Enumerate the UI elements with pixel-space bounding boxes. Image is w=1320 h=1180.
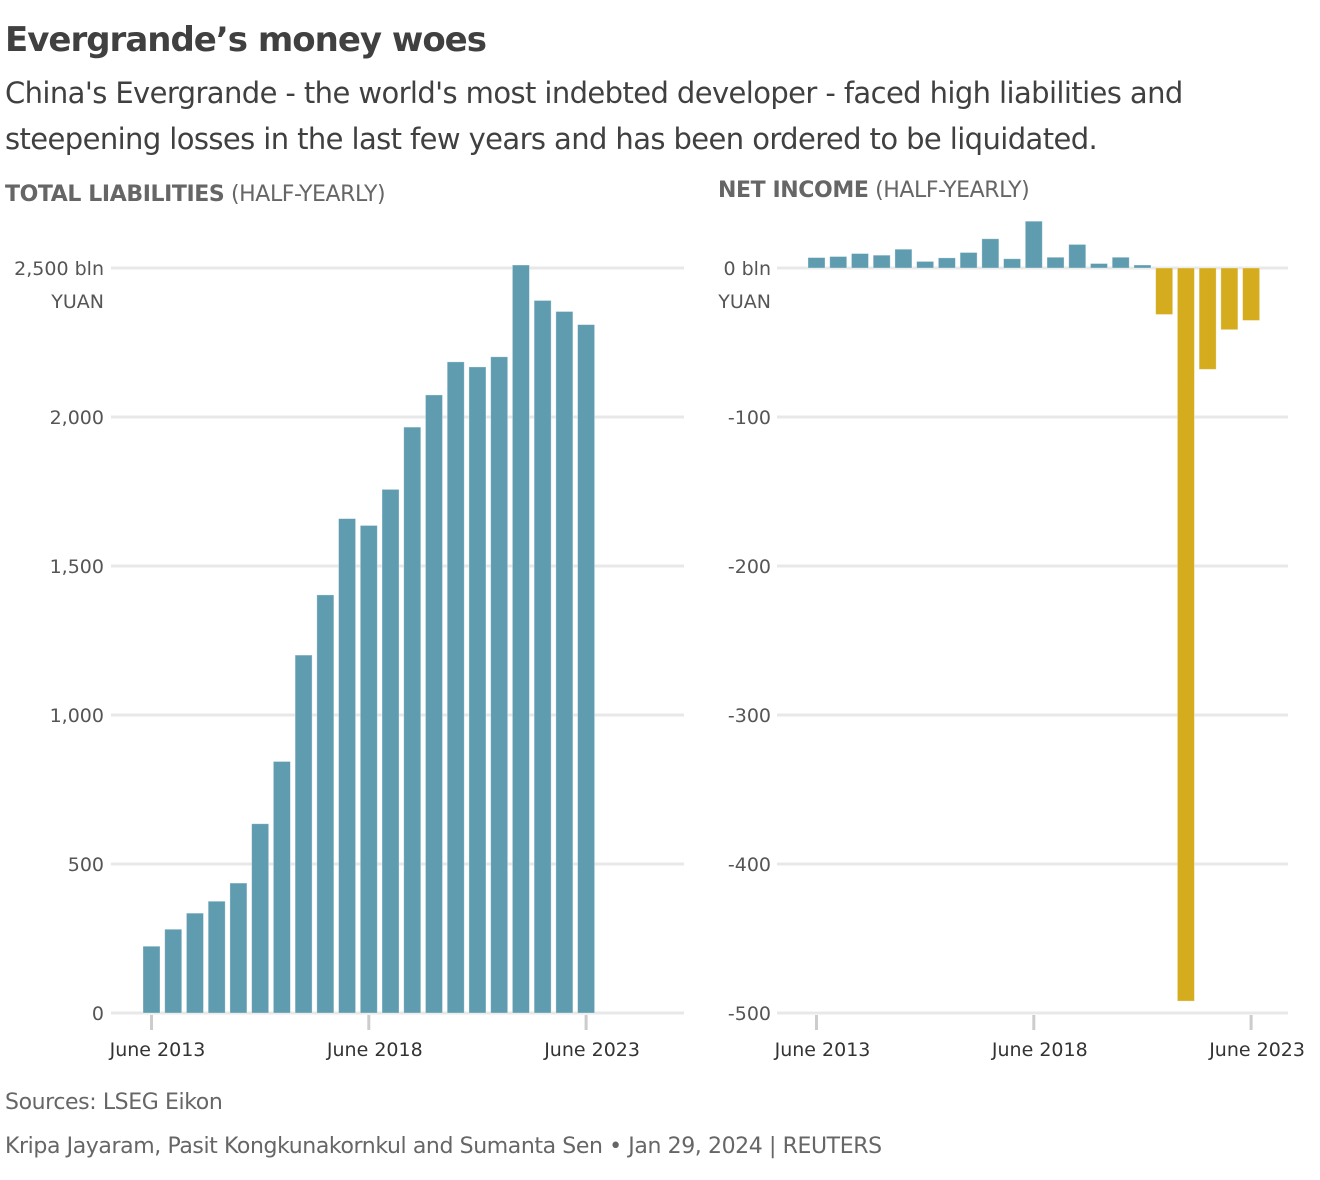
net-income-bar <box>1177 267 1195 1002</box>
net-income-bar <box>1133 264 1152 269</box>
net-income-bar <box>851 253 869 269</box>
net-income-bar <box>1024 220 1043 269</box>
net-income-y-tick-label: -100 <box>728 407 771 429</box>
liabilities-unit-label: YUAN <box>50 291 104 313</box>
liabilities-bar <box>512 264 530 1014</box>
net-income-panel-title: NET INCOME (HALF-YEARLY) <box>718 178 1030 203</box>
liabilities-y-tick-label: 500 <box>68 854 104 876</box>
net-income-x-tick-label: June 2023 <box>1208 1039 1305 1061</box>
liabilities-bar <box>446 361 465 1014</box>
liabilities-y-tick-label: 2,500 bln <box>14 258 104 280</box>
chart-title: Evergrande’s money woes <box>5 20 487 60</box>
net-income-bar <box>807 257 826 269</box>
liabilities-bar <box>577 324 595 1014</box>
net-income-x-tick-label: June 2013 <box>774 1039 871 1061</box>
net-income-bar <box>1090 263 1108 269</box>
liabilities-bar <box>403 426 422 1014</box>
net-income-bar <box>916 261 935 269</box>
net-income-bar <box>937 257 956 269</box>
liabilities-bar <box>316 594 335 1014</box>
liabilities-bar <box>425 394 443 1014</box>
net-income-bar <box>872 254 891 269</box>
net-income-bar <box>1155 267 1174 315</box>
net-income-y-tick-label: -500 <box>728 1003 771 1025</box>
liabilities-y-tick-label: 1,000 <box>50 705 104 727</box>
liabilities-bar <box>359 525 378 1014</box>
chart-subtitle: China's Evergrande - the world's most in… <box>5 76 1183 156</box>
liabilities-title-qualifier: (HALF-YEARLY) <box>224 182 386 207</box>
liabilities-bar <box>555 311 574 1014</box>
liabilities-bar <box>381 489 400 1014</box>
liabilities-x-tick-label: June 2023 <box>543 1039 640 1061</box>
net-income-bar <box>1198 267 1217 370</box>
liabilities-bar <box>142 945 161 1014</box>
liabilities-bar <box>207 900 226 1014</box>
net-income-bar <box>1111 256 1130 269</box>
net-income-unit-label: YUAN <box>717 291 771 313</box>
net-income-x-tick-label: June 2018 <box>991 1039 1088 1061</box>
liabilities-x-tick-label: June 2018 <box>326 1039 423 1061</box>
liabilities-bar <box>229 882 248 1014</box>
net-income-y-tick-label: 0 bln <box>723 258 771 280</box>
liabilities-bar <box>164 928 183 1014</box>
liabilities-bar <box>251 823 270 1014</box>
liabilities-bar <box>272 761 291 1014</box>
liabilities-chart: 0 500 1,000 1,500 2,000 2,500 bln YUAN June 201… <box>14 258 684 1061</box>
net-income-bar <box>959 252 978 269</box>
liabilities-y-tick-label: 0 <box>92 1003 104 1025</box>
liabilities-x-tick-label: June 2013 <box>109 1039 206 1061</box>
liabilities-bar <box>490 356 509 1014</box>
net-income-bar <box>1003 258 1021 269</box>
net-income-y-tick-label: -400 <box>728 854 771 876</box>
sources-note: Sources: LSEG Eikon <box>5 1090 223 1115</box>
net-income-y-tick-label: -300 <box>728 705 771 727</box>
liabilities-bar <box>468 366 487 1014</box>
liabilities-bar <box>338 518 356 1014</box>
credit-line: Kripa Jayaram, Pasit Kongkunakornkul and… <box>5 1134 882 1159</box>
liabilities-bar <box>533 300 552 1014</box>
net-income-bar <box>1220 267 1239 331</box>
net-income-title-qualifier: (HALF-YEARLY) <box>868 178 1030 203</box>
liabilities-y-tick-label: 2,000 <box>50 407 104 429</box>
net-income-bar <box>1046 256 1065 269</box>
net-income-bar <box>829 256 848 269</box>
liabilities-panel-title: TOTAL LIABILITIES (HALF-YEARLY) <box>5 182 386 207</box>
net-income-bar <box>1242 267 1260 321</box>
liabilities-title-bold: TOTAL LIABILITIES <box>5 182 225 207</box>
net-income-chart: 0 bln -100 -200 -300 -400 -500 YUAN June 2013 Ju… <box>717 220 1305 1061</box>
net-income-y-tick-label: -200 <box>728 556 771 578</box>
net-income-bar <box>894 248 913 269</box>
net-income-title-bold: NET INCOME <box>718 178 869 203</box>
liabilities-bar <box>186 912 204 1014</box>
net-income-bar <box>981 238 1000 269</box>
net-income-bar <box>1068 244 1087 269</box>
liabilities-bar <box>294 654 313 1014</box>
liabilities-y-tick-label: 1,500 <box>50 556 104 578</box>
